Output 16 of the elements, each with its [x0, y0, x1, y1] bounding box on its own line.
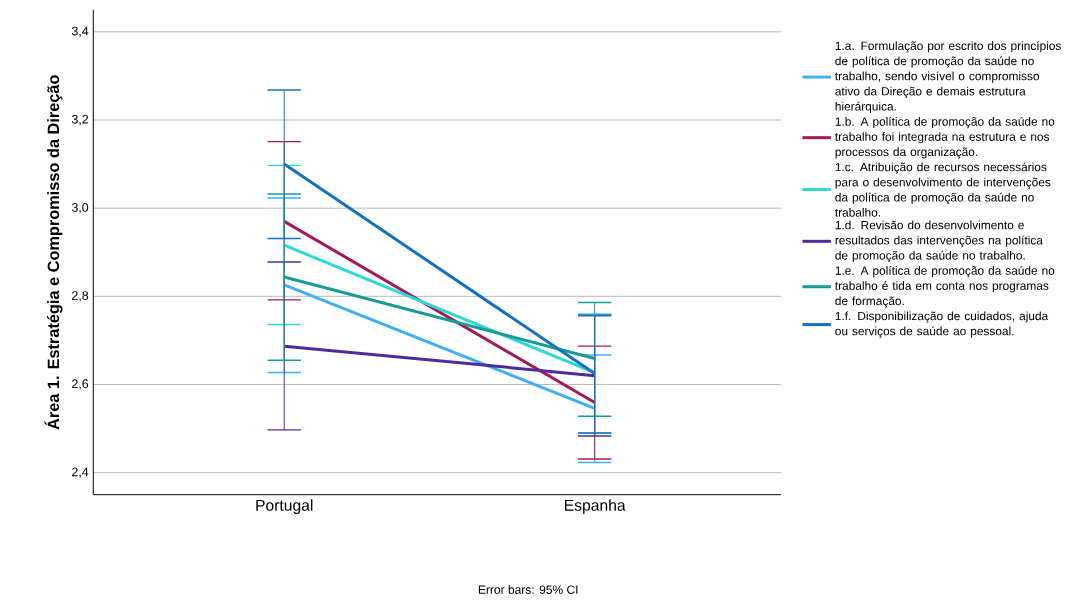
y-tick-label: 3,4 — [71, 26, 89, 38]
text: Error bars: 95% CI — [478, 585, 578, 595]
legend-label: 1.c. Atribuição de recursos necessários para o desenvolvimento de intervenções da política de promoção da saúde no trabalho. — [835, 162, 1051, 217]
y-axis-title: Área 1. Estratégia e Compromisso da Direção — [44, 75, 63, 430]
legend-label: 1.b. A política de promoção da saúde no trabalho foi integrada na estrutura e nos processos da organização. — [835, 117, 1055, 159]
y-tick-label: 2,4 — [72, 467, 89, 479]
x-tick-label: Portugal — [256, 499, 313, 515]
legend-label: 1.a. Formulação por escrito dos princípios de política de promoção da saúde no trabalho, sendo visível o compromisso ativo da Direção e demais estrutura hierárquica. — [835, 41, 1061, 114]
x-tick-label: Espanha — [565, 499, 626, 515]
legend-label: 1.d. Revisão do desenvolvimento e resultados das intervenções na política de promoção da saúde no trabalho. — [835, 220, 1043, 263]
y-tick-label: 2,6 — [72, 379, 89, 390]
legend-label: 1.f. Disponibilização de cuidados, ajuda ou serviços de saúde ao pessoal. — [835, 311, 1049, 338]
y-tick-label: 3,2 — [71, 115, 89, 126]
y-tick-label: 2,8 — [72, 291, 89, 302]
y-tick-label: 3,0 — [71, 203, 89, 214]
legend-label: 1.e. A política de promoção da saúde no trabalho é tida em conta nos programas de formação. — [835, 266, 1055, 308]
